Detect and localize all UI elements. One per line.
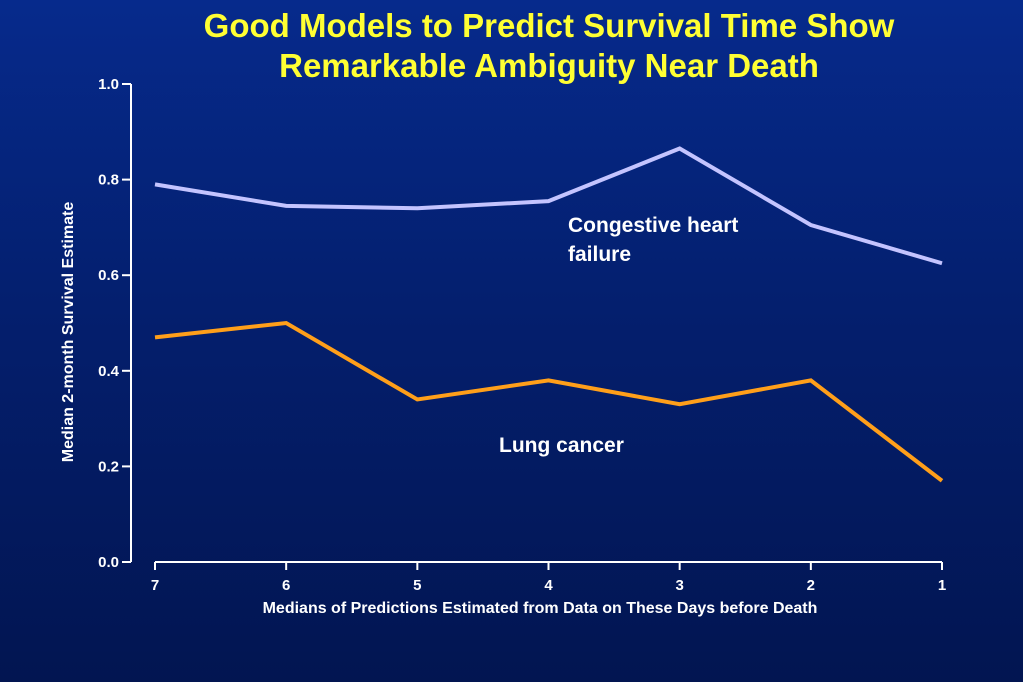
x-tick-label: 6 <box>282 577 290 594</box>
series-label-line: Congestive heart <box>568 214 738 237</box>
x-tick-label: 2 <box>807 577 815 594</box>
y-tick-label: 0.0 <box>98 554 119 571</box>
y-axis-title: Median 2-month Survival Estimate <box>60 202 77 463</box>
x-tick-label: 4 <box>544 577 553 594</box>
chart-ticks: 0.0 0.2 0.4 0.6 0.8 1.0 7 6 5 4 3 2 1 <box>98 76 946 594</box>
y-tick-label: 1.0 <box>98 76 119 93</box>
series-line-congestive-heart-failure <box>154 146 943 266</box>
y-tick-label: 0.2 <box>98 458 119 475</box>
series-line-lung-cancer <box>154 320 944 483</box>
y-tick-label: 0.6 <box>98 267 119 284</box>
y-tick-label: 0.8 <box>98 172 119 189</box>
chart-axes <box>130 84 942 563</box>
title-line-2: Remarkable Ambiguity Near Death <box>279 47 819 84</box>
x-tick-label: 3 <box>675 577 683 594</box>
x-tick-label: 1 <box>938 577 946 594</box>
title-line-1: Good Models to Predict Survival Time Sho… <box>203 7 895 44</box>
chart-series <box>154 146 944 483</box>
x-tick-label: 7 <box>151 577 159 594</box>
chart-annotations: Congestive heart failure Lung cancer <box>499 214 738 457</box>
x-tick-label: 5 <box>413 577 421 594</box>
series-label-congestive-heart-failure: Congestive heart failure <box>568 214 738 266</box>
series-label-line: failure <box>568 243 631 266</box>
slide-title: Good Models to Predict Survival Time Sho… <box>0 6 1023 86</box>
x-axis-title: Medians of Predictions Estimated from Da… <box>263 600 818 617</box>
y-tick-label: 0.4 <box>98 363 120 380</box>
series-label-line: Lung cancer <box>499 434 624 457</box>
series-label-lung-cancer: Lung cancer <box>499 434 624 457</box>
